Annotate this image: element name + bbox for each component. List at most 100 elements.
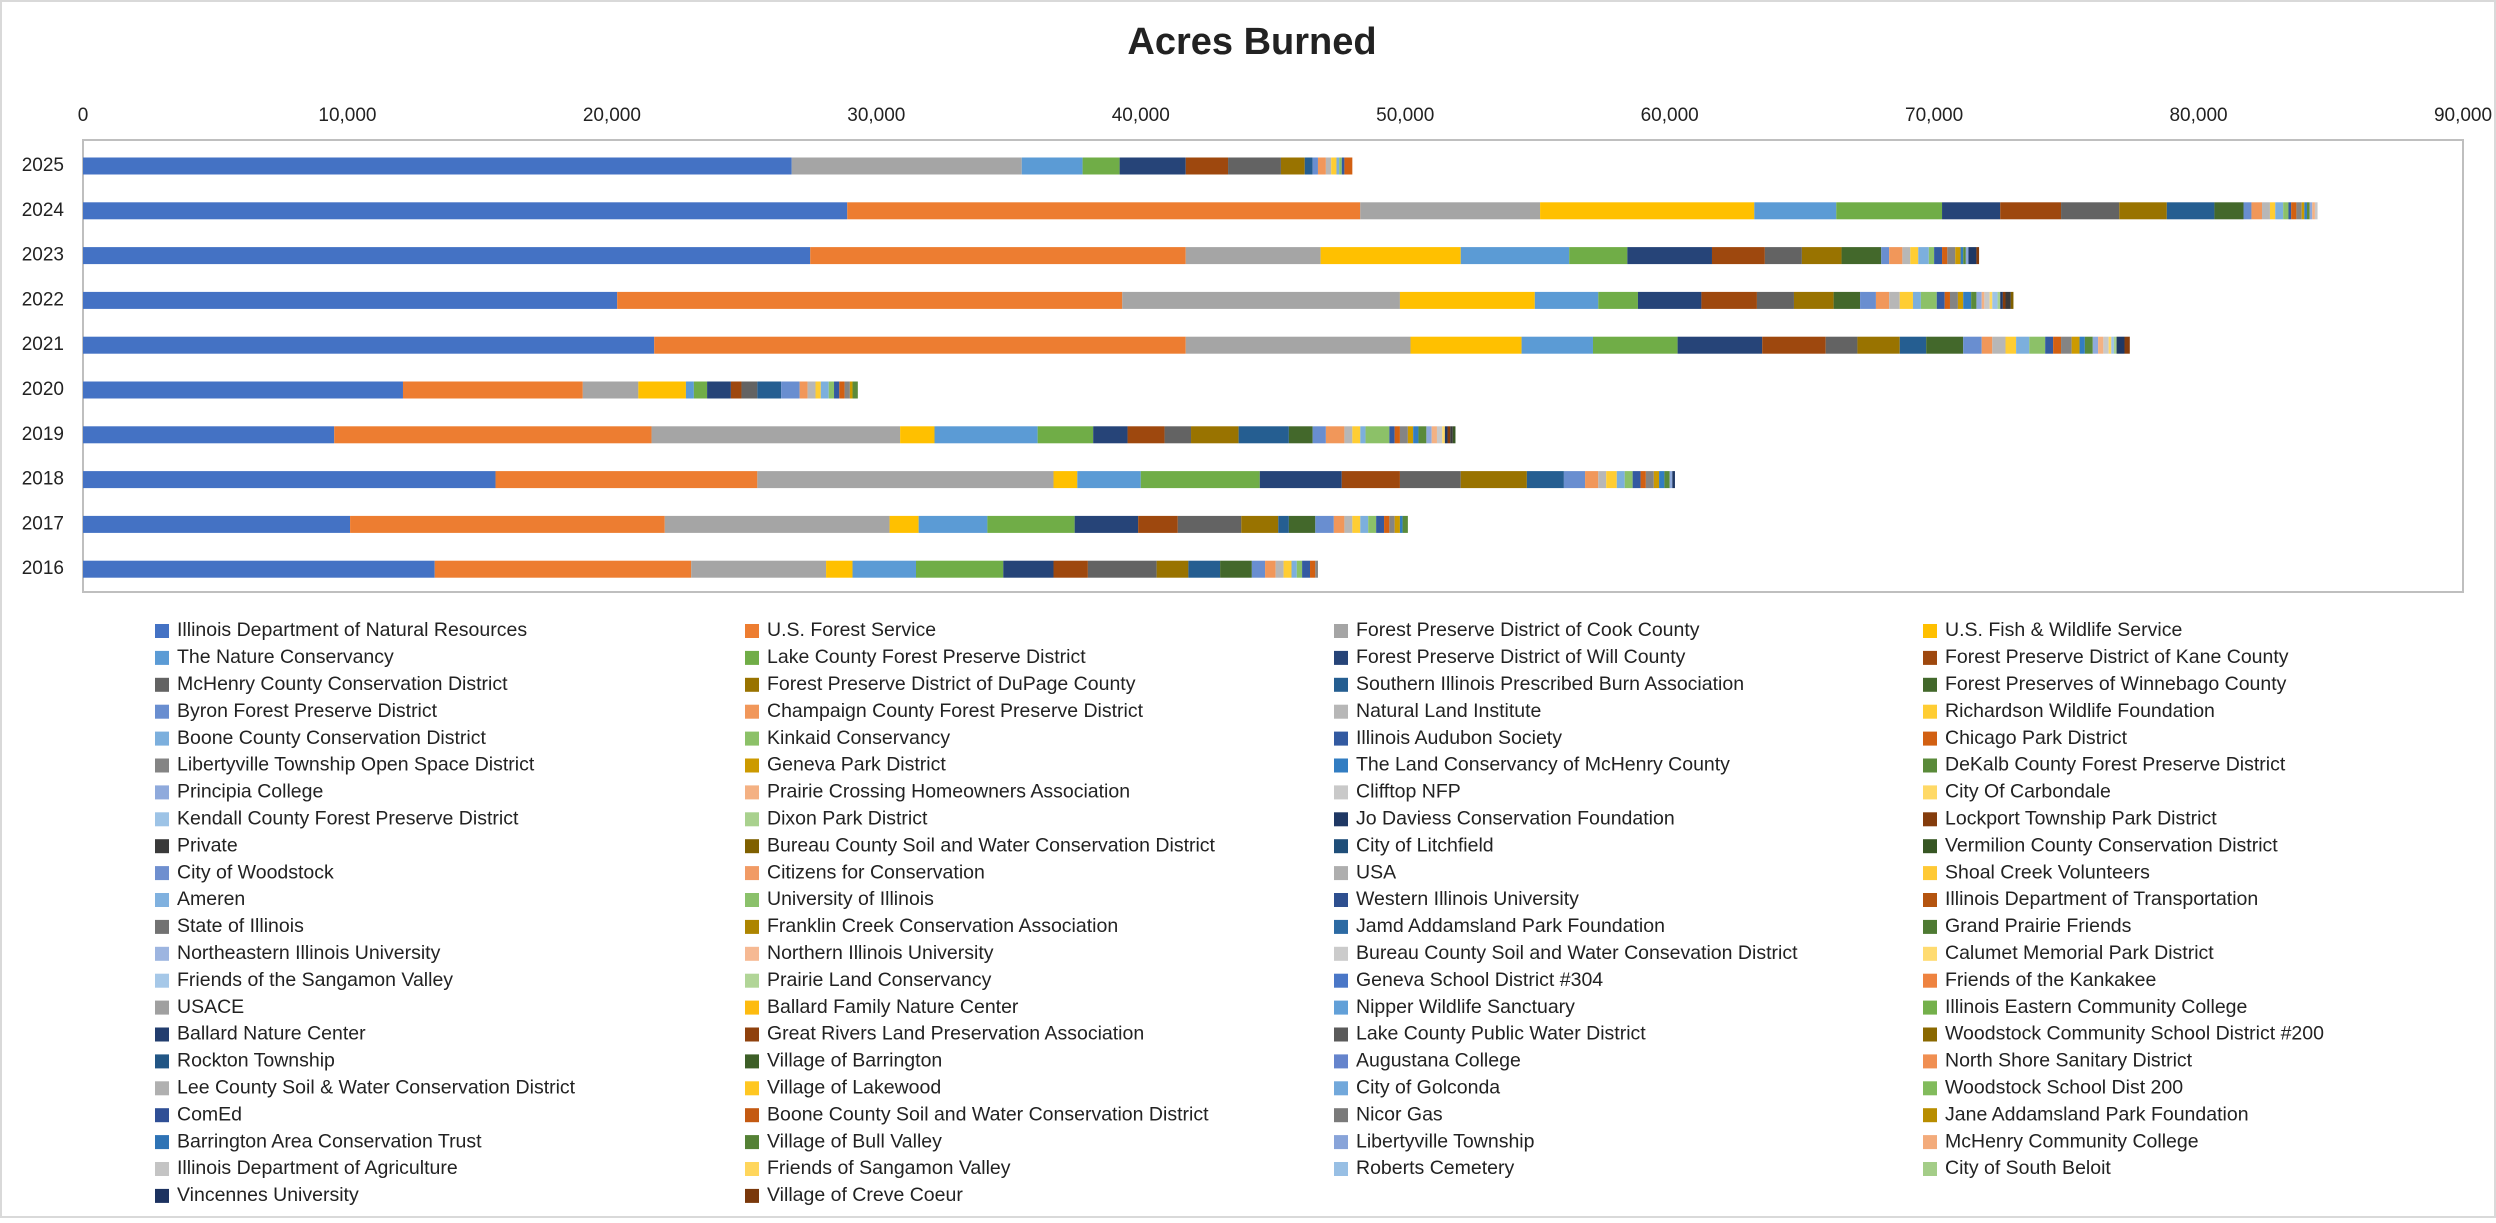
- bar-segment: [781, 381, 800, 399]
- bar-segment: [847, 202, 1361, 220]
- bar-segment: [1606, 471, 1617, 489]
- bar-segment: [651, 426, 901, 444]
- legend-swatch: [745, 866, 759, 881]
- bar-segment: [1669, 471, 1673, 489]
- legend-label: Western Illinois University: [1356, 888, 1579, 910]
- bar-segment: [1365, 426, 1390, 444]
- legend-label: Augustana College: [1356, 1050, 1521, 1072]
- bar-segment: [83, 336, 655, 354]
- legend-label: Ameren: [177, 888, 245, 910]
- legend-swatch: [155, 677, 169, 692]
- bar-segment: [1360, 426, 1366, 444]
- bar-segment: [1077, 471, 1141, 489]
- bar-segment: [839, 381, 845, 399]
- bar-segment: [2296, 202, 2302, 220]
- legend-swatch: [1334, 650, 1348, 665]
- bar-segment: [1122, 291, 1400, 309]
- bar-segment: [617, 291, 1123, 309]
- bar-segment: [1341, 471, 1400, 489]
- bar-segment: [1875, 291, 1890, 309]
- bar-segment: [1093, 426, 1128, 444]
- legend-label: Champaign County Forest Preserve Distric…: [767, 700, 1144, 722]
- legend-swatch: [1923, 973, 1937, 988]
- bar-segment: [1336, 157, 1340, 175]
- bar-segment: [1156, 560, 1189, 578]
- legend-swatch: [1334, 758, 1348, 773]
- bar-segment: [1275, 560, 1284, 578]
- legend-label: Friends of the Kankakee: [1945, 969, 2156, 991]
- legend-label: Bureau County Soil and Water Consevation…: [1356, 942, 1798, 964]
- legend-label: Lee County Soil & Water Conservation Dis…: [177, 1076, 576, 1098]
- legend-label: Principia College: [177, 781, 323, 803]
- bar-segment: [707, 381, 731, 399]
- legend-swatch: [1923, 704, 1937, 719]
- bar-segment: [2079, 336, 2085, 354]
- legend-label: Ballard Family Nature Center: [767, 996, 1019, 1018]
- legend-swatch: [745, 1135, 759, 1150]
- y-tick-label: 2020: [22, 379, 64, 400]
- bar-segment: [1127, 426, 1165, 444]
- legend-label: Woodstock School Dist 200: [1945, 1076, 2183, 1098]
- legend-label: Northern Illinois University: [767, 942, 994, 964]
- bar-segment: [1320, 247, 1461, 265]
- bar-segment: [334, 426, 652, 444]
- legend-label: Barrington Area Conservation Trust: [177, 1130, 482, 1152]
- bar-segment: [820, 381, 829, 399]
- bar-segment: [2283, 202, 2289, 220]
- bar-segment: [2092, 336, 2099, 354]
- bar-segment: [799, 381, 808, 399]
- bar-segment: [1164, 426, 1192, 444]
- bar-segment: [852, 381, 858, 399]
- x-tick-label: 10,000: [318, 105, 376, 126]
- bar-segment: [1413, 426, 1419, 444]
- legend-swatch: [1334, 1054, 1348, 1069]
- bar-segment: [1944, 291, 1950, 309]
- bar-segment: [1989, 291, 1993, 309]
- y-tick-label: 2023: [22, 245, 64, 266]
- legend-label: Geneva School District #304: [1356, 969, 1603, 991]
- bar-segment: [1899, 291, 1913, 309]
- legend-swatch: [1923, 1135, 1937, 1150]
- legend-label: U.S. Fish & Wildlife Service: [1945, 619, 2182, 641]
- bar-segment: [2309, 202, 2313, 220]
- bar-segment: [1968, 247, 1977, 265]
- bar-segment: [1426, 426, 1432, 444]
- bar-segment: [1926, 336, 1964, 354]
- legend-label: Byron Forest Preserve District: [177, 700, 438, 722]
- legend-label: Chicago Park District: [1945, 727, 2128, 749]
- bar-segment: [849, 381, 853, 399]
- bar-segment: [987, 515, 1075, 533]
- legend-swatch: [1923, 758, 1937, 773]
- bar-segment: [1431, 426, 1437, 444]
- bar-segment: [1672, 471, 1675, 489]
- bar-segment: [1304, 157, 1313, 175]
- bar-segment: [2016, 336, 2030, 354]
- legend-label: Franklin Creek Conservation Association: [767, 915, 1118, 937]
- bar-segment: [1185, 336, 1411, 354]
- legend-label: Clifftop NFP: [1356, 781, 1461, 803]
- bar-segment: [2312, 202, 2315, 220]
- legend-swatch: [1923, 1108, 1937, 1123]
- legend-label: Ballard Nature Center: [177, 1023, 366, 1045]
- legend-label: Lake County Public Water District: [1356, 1023, 1646, 1045]
- bar-segment: [2103, 336, 2109, 354]
- x-tick-label: 50,000: [1376, 105, 1434, 126]
- bar-segment: [1756, 291, 1794, 309]
- legend-label: Forest Preserve District of Cook County: [1356, 619, 1700, 641]
- legend-label: Libertyville Township: [1356, 1130, 1535, 1152]
- legend-label: Illinois Audubon Society: [1356, 727, 1562, 749]
- bar-segment: [1394, 515, 1400, 533]
- legend-label: Jo Daviess Conservation Foundation: [1356, 807, 1675, 829]
- legend-swatch: [155, 731, 169, 746]
- bar-segment: [2304, 202, 2307, 220]
- y-tick-label: 2017: [22, 513, 64, 534]
- bar-segment: [495, 471, 758, 489]
- bar-segment: [1333, 515, 1345, 533]
- bar-segment: [1399, 515, 1403, 533]
- bar-segment: [2301, 202, 2305, 220]
- legend-swatch: [155, 1081, 169, 1096]
- legend-label: Illinois Department of Transportation: [1945, 888, 2258, 910]
- bar-segment: [1984, 291, 1990, 309]
- legend-swatch: [1334, 1135, 1348, 1150]
- bar-segment: [1833, 291, 1861, 309]
